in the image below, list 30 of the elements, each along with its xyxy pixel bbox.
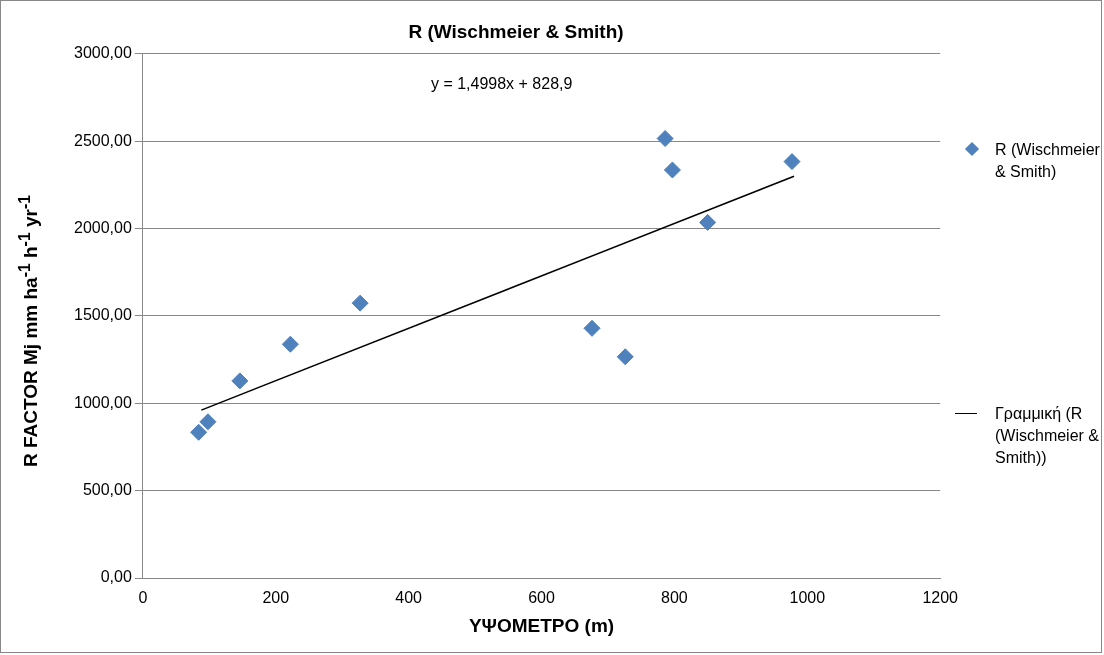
x-tick-label: 1000: [789, 589, 826, 607]
y-tick-label: 1500,00: [73, 306, 132, 324]
point: [231, 372, 249, 390]
point: [783, 153, 801, 171]
x-axis-title: ΥΨΟΜΕΤΡΟ (m): [468, 614, 615, 636]
point: [656, 130, 674, 148]
y-tick-label: 3000,00: [73, 44, 132, 62]
y-tick-label: 500,00: [82, 481, 132, 499]
point: [699, 213, 717, 231]
legend-label: Γραμμική (R (Wischmeier & Smith)): [995, 405, 1100, 466]
point: [190, 423, 208, 441]
point: [583, 319, 601, 337]
x-tick-label: 400: [395, 589, 423, 607]
y-tick-label: 1000,00: [73, 393, 132, 411]
x-tick-label: 0: [138, 589, 148, 607]
legend-label: R (Wischmeier & Smith): [995, 141, 1100, 180]
x-tick-label: 800: [661, 589, 688, 607]
y-tick-label: 2000,00: [73, 218, 132, 236]
point: [616, 348, 634, 366]
point: [199, 413, 217, 431]
point: [663, 161, 681, 179]
x-tick-label: 600: [528, 589, 555, 607]
point: [351, 294, 369, 312]
x-tick-label: 200: [262, 589, 290, 607]
annotation: y = 1,4998x + 828,9: [430, 74, 573, 92]
point: [281, 335, 299, 353]
y-tick-label: 2500,00: [73, 131, 132, 149]
x-tick-label: 1200: [922, 589, 959, 607]
chart-title: R (Wischmeier & Smith): [408, 20, 624, 42]
y-tick-label: 0,00: [100, 568, 132, 586]
